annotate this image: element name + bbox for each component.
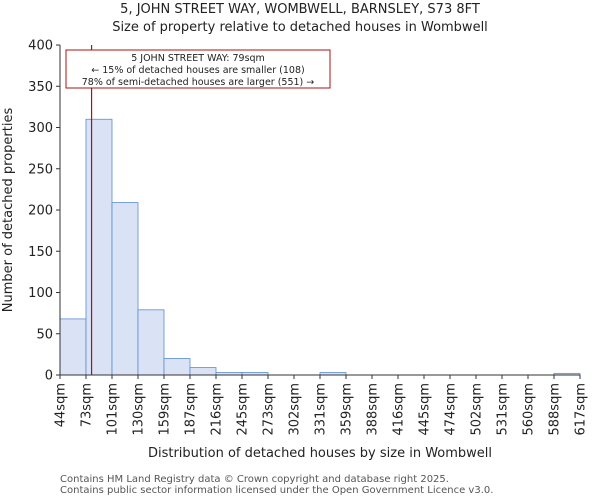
x-tick-label: 273sqm [262, 383, 277, 436]
y-tick-label: 200 [28, 204, 53, 219]
chart-subtitle: Size of property relative to detached ho… [112, 20, 488, 35]
bar-130sqm [137, 309, 165, 376]
x-tick-label: 502sqm [470, 383, 485, 436]
annotation-line-2: ← 15% of detached houses are smaller (10… [91, 65, 304, 76]
x-tick-label: 531sqm [496, 383, 511, 436]
annotation-line-1: 5 JOHN STREET WAY: 79sqm [131, 53, 265, 64]
x-tick-label: 617sqm [574, 383, 589, 436]
x-tick-label: 445sqm [418, 383, 433, 436]
x-tick-label: 73sqm [80, 383, 95, 427]
annotation-box [65, 49, 331, 89]
chart-title: 5, JOHN STREET WAY, WOMBWELL, BARNSLEY, … [120, 2, 480, 17]
x-tick-label: 130sqm [132, 383, 147, 436]
x-tick-label: 187sqm [184, 383, 199, 436]
bar-187sqm [189, 367, 217, 376]
x-tick-label: 159sqm [158, 383, 173, 436]
x-tick-label: 331sqm [314, 383, 329, 436]
y-tick-label: 400 [28, 39, 53, 54]
y-tick-label: 0 [45, 369, 53, 384]
x-tick-label: 216sqm [210, 383, 225, 436]
y-tick-label: 50 [36, 327, 53, 342]
annotation-line-3: 78% of semi-detached houses are larger (… [82, 77, 315, 88]
y-tick-label: 300 [28, 121, 53, 136]
x-tick-label: 474sqm [444, 383, 459, 436]
x-tick-label: 388sqm [366, 383, 381, 436]
x-tick-label: 588sqm [548, 383, 563, 436]
footer-licence: Contains public sector information licen… [60, 485, 494, 496]
bar-101sqm [111, 202, 139, 376]
x-axis-label: Distribution of detached houses by size … [148, 446, 492, 461]
bar-44sqm [59, 318, 87, 376]
x-tick-label: 101sqm [106, 383, 121, 436]
x-tick-label: 44sqm [54, 383, 69, 427]
x-tick-label: 302sqm [288, 383, 303, 436]
x-tick-label: 560sqm [522, 383, 537, 436]
bar-159sqm [163, 358, 191, 376]
y-tick-label: 100 [28, 286, 53, 301]
y-tick-label: 150 [28, 245, 53, 260]
x-tick-label: 245sqm [236, 383, 251, 436]
y-tick-label: 250 [28, 162, 53, 177]
y-tick-label: 350 [28, 80, 53, 95]
footer-copyright: Contains HM Land Registry data © Crown c… [60, 474, 449, 485]
x-tick-label: 359sqm [340, 383, 355, 436]
y-axis-label: Number of detached properties [1, 108, 16, 313]
x-tick-label: 416sqm [392, 383, 407, 436]
bar-73sqm [85, 118, 113, 376]
